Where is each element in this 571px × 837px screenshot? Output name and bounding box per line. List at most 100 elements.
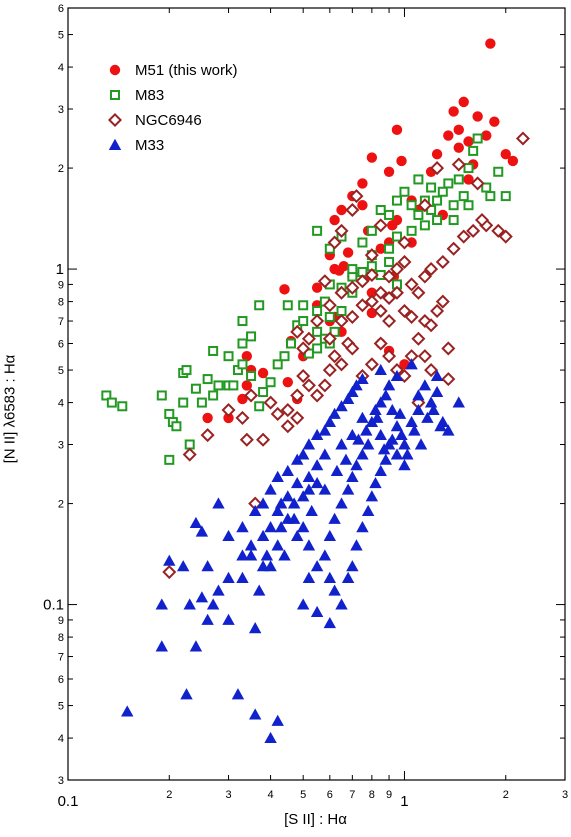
data-point [424, 396, 438, 408]
data-point [365, 490, 379, 502]
data-point [324, 311, 335, 322]
data-point [384, 243, 395, 254]
legend-label: M33 [135, 137, 164, 154]
data-point [463, 200, 474, 211]
x-tick-label: 6 [327, 789, 333, 801]
data-point [254, 300, 265, 311]
data-point [164, 454, 175, 465]
data-point [430, 303, 445, 319]
x-tick-label: 0.1 [58, 793, 79, 810]
data-point [391, 231, 402, 242]
data-point [390, 369, 404, 381]
data-point [328, 584, 341, 596]
y-tick-label: 6 [58, 339, 64, 351]
data-point [389, 285, 404, 300]
data-point [195, 525, 209, 537]
data-point [424, 262, 439, 277]
data-point [414, 438, 428, 450]
data-point [432, 195, 443, 206]
data-point [237, 316, 248, 327]
data-point [384, 209, 395, 220]
data-point [183, 598, 196, 610]
data-point [180, 688, 193, 700]
data-point [101, 390, 112, 401]
data-point [347, 264, 358, 275]
data-point [212, 584, 225, 596]
data-point [373, 303, 388, 319]
x-tick-label: 9 [386, 789, 392, 801]
data-point [310, 428, 324, 441]
data-point [228, 380, 239, 391]
data-point [399, 186, 410, 197]
data-point [364, 357, 379, 372]
data-point [281, 464, 294, 477]
data-point [411, 331, 426, 346]
data-point [418, 379, 432, 391]
y-tick-label: 3 [58, 775, 64, 787]
data-point [338, 260, 349, 272]
data-point [397, 254, 412, 269]
legend-marker [109, 64, 121, 76]
data-point [221, 403, 236, 418]
data-point [412, 403, 425, 416]
data-point [389, 262, 404, 277]
data-point [382, 269, 397, 284]
data-point [252, 584, 266, 596]
series-group [202, 38, 519, 424]
y-tick-label: 2 [58, 499, 64, 511]
x-axis-label: [S II] : Hα [284, 811, 347, 828]
data-point [246, 331, 257, 342]
data-point [290, 388, 305, 403]
data-point [241, 350, 253, 362]
data-point [271, 714, 284, 726]
y-tick-label: 4 [58, 733, 64, 745]
data-point [424, 318, 439, 333]
data-point [431, 148, 443, 160]
data-point [260, 549, 274, 561]
data-point [235, 410, 250, 425]
data-point [350, 379, 363, 391]
data-point [453, 174, 464, 185]
data-point [258, 387, 269, 398]
legend: M51 (this work) M83 NGC6946 M33 [107, 62, 238, 154]
data-point [182, 447, 197, 462]
data-point [341, 483, 355, 495]
data-point [398, 438, 411, 450]
data-point [364, 248, 379, 263]
data-point [448, 106, 459, 117]
data-point [246, 371, 257, 382]
data-point [405, 415, 418, 427]
data-point [222, 571, 235, 583]
data-point [278, 549, 291, 561]
data-point [382, 349, 397, 364]
data-point [181, 365, 192, 376]
y-tick-label: 3 [58, 439, 64, 451]
data-point [222, 613, 235, 625]
data-point [448, 215, 459, 226]
data-point [452, 396, 465, 408]
data-point [346, 560, 359, 572]
data-point [244, 539, 258, 551]
data-point [357, 200, 368, 211]
data-point [279, 351, 290, 362]
data-point [463, 163, 474, 174]
data-point [371, 411, 384, 423]
data-point [322, 363, 337, 378]
data-point [196, 397, 207, 408]
data-point [318, 448, 332, 460]
data-point [296, 598, 310, 610]
data-point [310, 477, 324, 489]
data-point [290, 410, 305, 425]
data-point [222, 529, 235, 542]
data-point [264, 483, 277, 495]
data-point [282, 300, 293, 311]
data-point [374, 428, 387, 441]
y-tick-label: 5 [58, 701, 64, 713]
data-point [280, 419, 295, 434]
data-point [323, 415, 337, 427]
data-point [237, 359, 248, 370]
data-point [500, 148, 511, 160]
data-point [341, 571, 355, 583]
data-point [310, 314, 325, 329]
data-point [265, 377, 276, 388]
